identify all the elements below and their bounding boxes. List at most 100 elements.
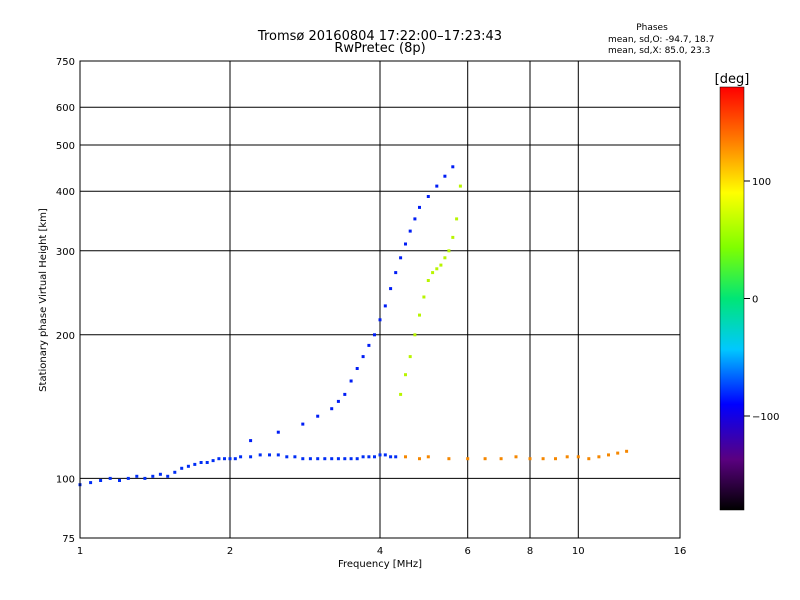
data-point bbox=[205, 461, 209, 464]
data-point bbox=[378, 318, 382, 322]
data-point bbox=[336, 457, 340, 461]
data-point bbox=[383, 453, 387, 457]
data-point bbox=[435, 267, 439, 271]
x-tick-label: 8 bbox=[527, 546, 533, 557]
data-point bbox=[399, 256, 403, 260]
data-point bbox=[447, 249, 451, 253]
data-point bbox=[378, 453, 382, 457]
data-point bbox=[447, 457, 451, 461]
data-point bbox=[355, 457, 359, 461]
data-point bbox=[451, 235, 455, 239]
data-point bbox=[118, 479, 121, 482]
y-axis-label: Stationary phase Virtual Height [km] bbox=[38, 208, 49, 392]
data-point bbox=[426, 279, 430, 282]
data-point bbox=[361, 455, 365, 459]
colorbar-tick-label: 0 bbox=[752, 295, 758, 306]
data-point bbox=[367, 343, 371, 347]
data-point bbox=[99, 479, 103, 482]
data-point bbox=[565, 455, 569, 459]
data-point bbox=[330, 457, 334, 461]
data-point bbox=[587, 457, 591, 461]
x-axis-ticks: 1 2 4 6 8 10 16 bbox=[77, 546, 687, 557]
data-point bbox=[458, 184, 462, 188]
y-tick-label: 75 bbox=[62, 534, 75, 545]
data-point bbox=[413, 333, 417, 337]
data-point bbox=[193, 462, 197, 466]
data-points bbox=[78, 165, 629, 487]
data-point bbox=[483, 457, 487, 461]
phases-o-stats: mean, sd,O: -94.7, 18.7 bbox=[608, 35, 714, 45]
data-point bbox=[426, 455, 430, 459]
data-point bbox=[443, 174, 447, 178]
data-point bbox=[349, 457, 353, 461]
data-point bbox=[439, 263, 443, 267]
data-point bbox=[418, 205, 421, 209]
x-tick-label: 10 bbox=[572, 546, 585, 557]
data-point bbox=[383, 304, 387, 308]
data-point bbox=[316, 414, 320, 418]
data-point bbox=[451, 165, 455, 169]
phases-x-stats: mean, sd,X: 85.0, 23.3 bbox=[608, 46, 710, 56]
data-point bbox=[336, 399, 340, 403]
data-point bbox=[89, 481, 93, 485]
chart-title: Tromsø 20160804 17:22:00–17:23:43 bbox=[257, 29, 502, 44]
y-tick-label: 200 bbox=[56, 331, 75, 342]
y-tick-label: 600 bbox=[56, 103, 75, 114]
data-point bbox=[135, 474, 139, 478]
data-point bbox=[301, 422, 305, 426]
data-point bbox=[249, 439, 253, 443]
data-point bbox=[343, 392, 347, 396]
data-point bbox=[435, 184, 439, 188]
data-point bbox=[404, 373, 407, 377]
data-point bbox=[394, 455, 398, 459]
x-tick-label: 2 bbox=[227, 546, 233, 557]
x-axis-label: Frequency [MHz] bbox=[338, 559, 422, 570]
x-tick-label: 1 bbox=[77, 546, 83, 557]
data-point bbox=[239, 455, 243, 459]
colorbar-ticks: −100 0 100 bbox=[744, 177, 779, 423]
x-tick-label: 16 bbox=[674, 546, 687, 557]
data-point bbox=[466, 457, 470, 461]
data-point bbox=[408, 229, 412, 233]
data-point bbox=[355, 367, 359, 370]
data-point bbox=[616, 451, 620, 455]
data-point bbox=[418, 457, 421, 461]
data-point bbox=[151, 474, 155, 478]
data-point bbox=[389, 287, 393, 291]
data-point bbox=[625, 449, 629, 453]
data-point bbox=[108, 476, 112, 480]
data-point bbox=[576, 455, 580, 459]
data-point bbox=[349, 379, 353, 383]
data-point bbox=[404, 455, 407, 459]
data-point bbox=[293, 455, 297, 459]
data-point bbox=[173, 470, 177, 474]
data-point bbox=[301, 457, 305, 461]
plot-frame bbox=[79, 60, 681, 539]
data-point bbox=[514, 455, 518, 459]
data-point bbox=[249, 455, 253, 459]
colorbar-tick-label: −100 bbox=[752, 412, 779, 423]
data-point bbox=[443, 256, 447, 260]
y-axis-ticks: 75 100 200 300 400 500 600 750 bbox=[56, 57, 75, 545]
phases-heading: Phases bbox=[636, 23, 668, 33]
data-point bbox=[373, 455, 376, 459]
data-point bbox=[228, 457, 232, 461]
data-point bbox=[308, 457, 312, 461]
data-point bbox=[211, 459, 215, 463]
data-point bbox=[597, 455, 601, 459]
data-point bbox=[126, 476, 130, 480]
y-tick-label: 100 bbox=[56, 474, 75, 485]
y-tick-label: 500 bbox=[56, 141, 75, 152]
data-point bbox=[367, 455, 371, 459]
data-point bbox=[158, 472, 162, 476]
y-tick-label: 750 bbox=[56, 57, 75, 68]
data-point bbox=[285, 455, 289, 459]
data-point bbox=[528, 457, 532, 461]
colorbar bbox=[719, 86, 745, 511]
data-point bbox=[422, 295, 426, 299]
data-point bbox=[499, 457, 503, 461]
chart-subtitle: RwPretec (8p) bbox=[334, 41, 425, 56]
data-point bbox=[426, 195, 430, 198]
data-point bbox=[394, 271, 398, 275]
colorbar-label: [deg] bbox=[715, 72, 750, 87]
